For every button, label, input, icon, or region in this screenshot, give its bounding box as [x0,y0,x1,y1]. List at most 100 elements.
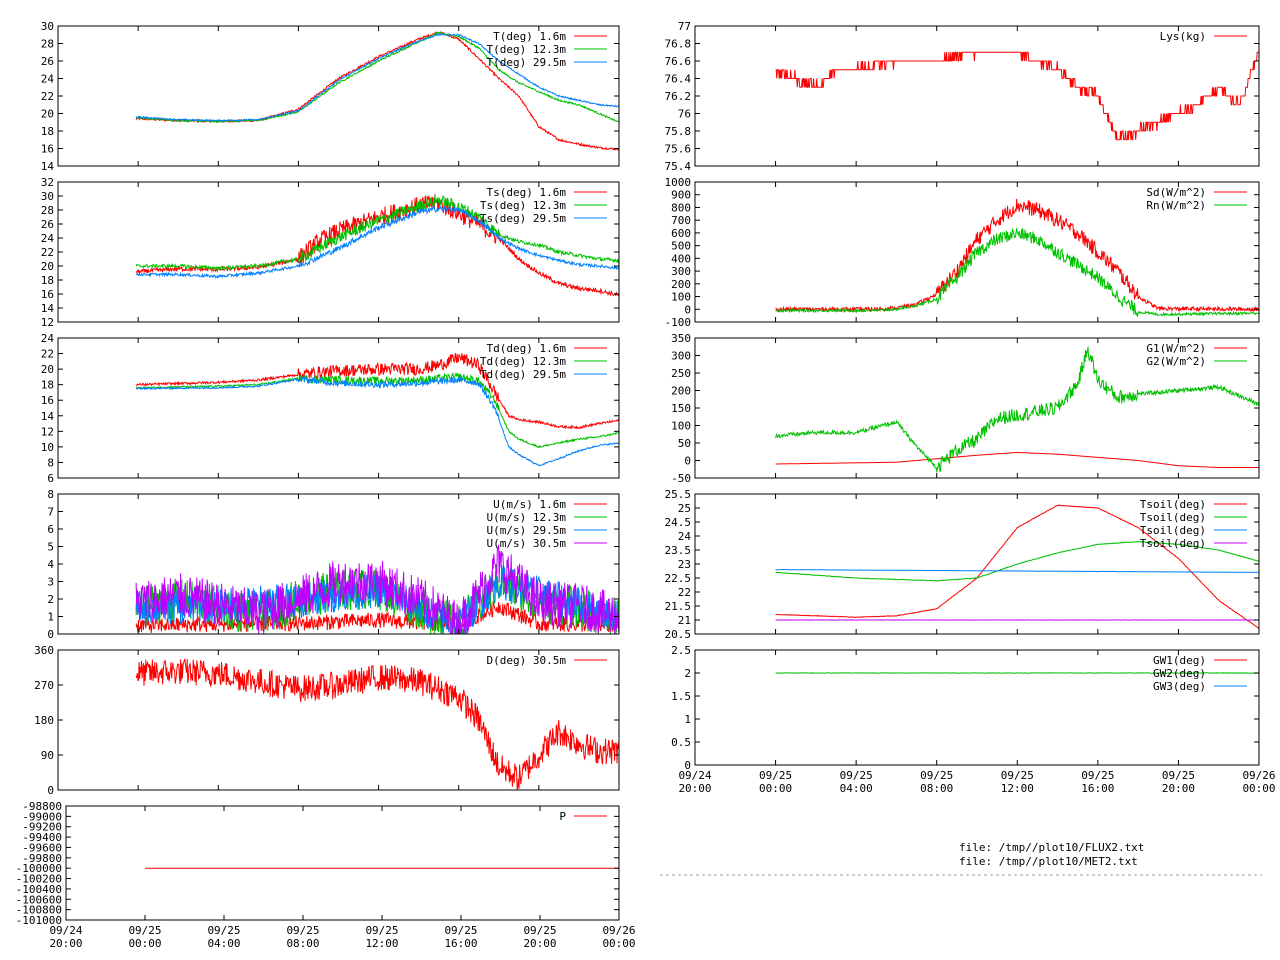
legend-label: Ts(deg) 29.5m [480,212,566,225]
x-tick-date: 09/25 [759,769,792,782]
series-line-lys-0 [775,51,1259,141]
x-tick-date: 09/25 [523,924,556,937]
file-path-flux: file: /tmp//plot10/FLUX2.txt [959,841,1145,854]
plot-frame-dew [57,337,620,479]
y-tick-label: 100 [671,420,691,433]
y-tick-label: 700 [671,214,691,227]
x-tick-date: 09/26 [602,924,635,937]
legend-label: Td(deg) 12.3m [480,355,566,368]
y-tick-label: -99800 [22,852,62,865]
x-tick-date: 09/24 [49,924,82,937]
legend-label: GW1(deg) [1153,654,1206,667]
panel-wind: 0 1 2 3 4 5 6 7 8 U(m/s) 1.6mU(m/s) 12.3mU(m/s) 2… [47,488,620,641]
y-tick-label: -100000 [16,862,62,875]
series-line-dew-1 [135,371,619,449]
y-tick-label: 76.8 [665,38,692,51]
y-tick-label: 76 [678,108,691,121]
file-info: file: /tmp//plot10/FLUX2.txt file: /tmp/… [959,841,1144,869]
y-tick-label: 0.5 [671,736,691,749]
plot-frame-pressure [65,805,620,921]
x-tick-time: 16:00 [1081,782,1114,795]
x-tick-time: 00:00 [602,937,635,950]
y-tick-label: 20 [41,260,54,273]
y-tick-label: 22.5 [665,572,692,585]
x-tick-date: 09/25 [128,924,161,937]
y-tick-label: -100400 [16,883,62,896]
y-tick-label: -99000 [22,810,62,823]
y-tick-label: 75.4 [665,160,692,173]
y-tick-label: -50 [671,472,691,485]
x-tick-date: 09/25 [1081,769,1114,782]
panel-gw: 00.511.522.509/2420:0009/2500:0009/2504:… [671,644,1275,795]
y-tick-label: 250 [671,367,691,380]
y-tick-label: 8 [47,488,54,501]
series-line-temp-1 [135,31,619,124]
y-tick-label: 500 [671,240,691,253]
y-tick-label: 0 [47,628,54,641]
y-tick-label: 900 [671,189,691,202]
y-tick-label: 21 [678,614,691,627]
y-tick-label: 23.5 [665,544,692,557]
y-tick-label: 2.5 [671,644,691,657]
y-tick-label: 200 [671,278,691,291]
y-tick-label: 90 [41,749,54,762]
y-tick-label: 16 [41,394,54,407]
y-tick-label: 10 [41,441,54,454]
y-tick-label: 77 [678,20,691,33]
y-tick-label: -99400 [22,831,62,844]
y-tick-label: 6 [47,523,54,536]
x-tick-time: 00:00 [128,937,161,950]
x-tick-date: 09/25 [365,924,398,937]
legend-label: GW2(deg) [1153,667,1206,680]
y-tick-label: 8 [47,456,54,469]
series-line-temp-2 [135,33,619,123]
legend-label: D(deg) 30.5m [487,654,567,667]
y-tick-label: 3 [47,576,54,589]
y-tick-label: 24 [678,530,692,543]
panel-dir: 0 90 180 270 360 D(deg) 30.5m [34,644,620,797]
y-tick-label: 300 [671,350,691,363]
x-tick-time: 04:00 [207,937,240,950]
y-tick-label: 0 [684,303,691,316]
y-tick-label: 22 [41,90,54,103]
plot-frame-radiation [694,181,1260,323]
y-tick-label: 24.5 [665,516,692,529]
x-tick-time: 20:00 [523,937,556,950]
y-tick-label: -101000 [16,914,62,927]
y-tick-label: 24 [41,332,55,345]
legend-label: P [559,810,566,823]
y-tick-label: -99600 [22,841,62,854]
y-tick-label: 800 [671,201,691,214]
series-line-tsoil-2 [775,568,1259,574]
y-tick-label: 0 [684,759,691,772]
legend-label: Td(deg) 1.6m [487,342,567,355]
y-tick-label: -100600 [16,893,62,906]
x-tick-time: 04:00 [840,782,873,795]
y-tick-label: 20 [41,108,54,121]
legend-label: G2(W/m^2) [1146,355,1206,368]
legend-label: Tsoil(deg) [1140,511,1206,524]
legend-label: U(m/s) 30.5m [487,537,567,550]
series-line-tsonic-2 [136,204,619,279]
y-tick-label: 150 [671,402,691,415]
x-tick-time: 20:00 [1162,782,1195,795]
legend-label: U(m/s) 29.5m [487,524,567,537]
y-tick-label: 21.5 [665,600,692,613]
y-tick-label: 1 [47,611,54,624]
y-tick-label: 75.6 [665,143,692,156]
y-tick-label: 75.8 [665,125,692,138]
y-tick-label: 25 [678,502,691,515]
series-line-radiation-1 [775,228,1259,317]
y-tick-label: 1000 [665,176,692,189]
y-tick-label: 16 [41,143,54,156]
y-tick-label: 360 [34,644,54,657]
y-tick-label: 28 [41,38,54,51]
y-tick-label: 400 [671,252,691,265]
series-line-tsoil-1 [775,540,1259,582]
y-tick-label: 26 [41,218,54,231]
legend-label: Tsoil(deg) [1140,537,1206,550]
legend-label: Tsoil(deg) [1140,524,1206,537]
